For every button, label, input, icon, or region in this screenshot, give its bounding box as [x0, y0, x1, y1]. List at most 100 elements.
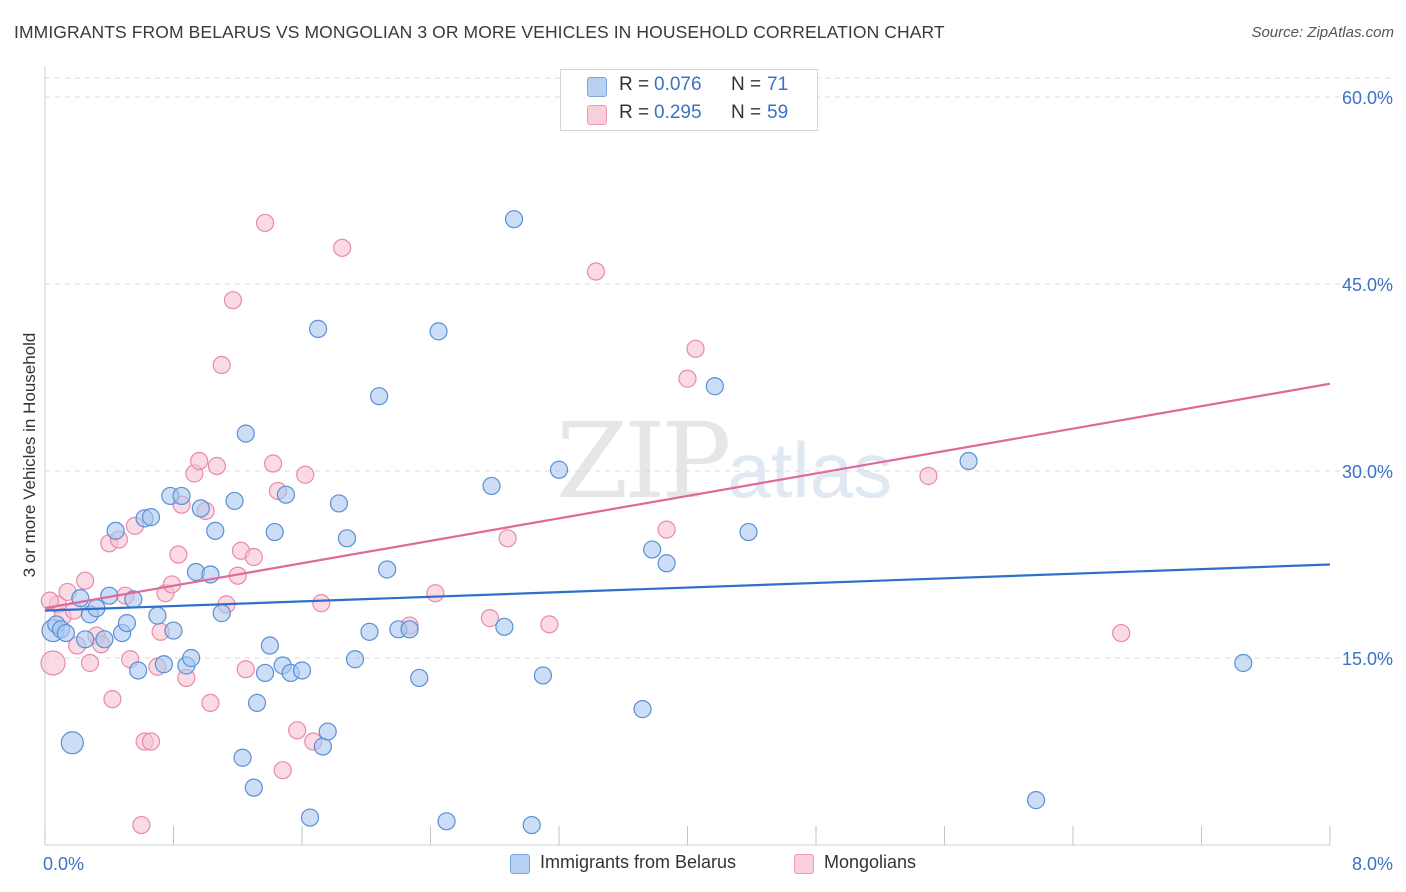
belarus-point — [522, 815, 541, 835]
legend-r-value-mongolians: 0.295 — [654, 102, 702, 123]
belarus-point — [247, 693, 267, 712]
mongolians-point — [103, 690, 122, 709]
belarus-point — [400, 620, 419, 639]
mongolians-point — [498, 529, 517, 548]
mongolians-point — [586, 262, 606, 281]
belarus-point — [148, 606, 167, 625]
belarus-point — [410, 668, 429, 688]
belarus-point — [360, 622, 379, 641]
mongolians-point — [212, 355, 231, 375]
belarus-point — [318, 722, 337, 741]
y-axis-label: 3 or more Vehicles in Household — [20, 333, 39, 578]
mongolians-point — [1112, 623, 1131, 643]
legend-n-value-mongolians: 59 — [767, 102, 789, 123]
trend-lines — [44, 382, 1331, 612]
belarus-point — [265, 522, 284, 542]
bottom-legend-label-mongolians: Mongolians — [824, 852, 917, 872]
mongolians-points — [40, 213, 1131, 835]
chart-title: IMMIGRANTS FROM BELARUS VS MONGOLIAN 3 O… — [14, 22, 945, 42]
belarus-point — [549, 460, 569, 479]
y-tick-label: 15.0% — [1342, 649, 1393, 669]
belarus-point — [95, 630, 114, 649]
mongolians-point — [40, 650, 66, 676]
mongolians-point — [657, 520, 676, 539]
belarus-point — [260, 636, 279, 655]
mongolians-point — [132, 815, 151, 835]
belarus-point — [429, 322, 448, 341]
bottom-swatch-belarus — [510, 854, 530, 874]
mongolians-point — [255, 213, 275, 233]
belarus-point — [739, 522, 758, 542]
belarus-point — [212, 604, 231, 623]
belarus-point — [292, 661, 312, 680]
belarus-point — [345, 650, 365, 669]
axes — [44, 66, 1331, 846]
belarus-point — [504, 210, 524, 229]
belarus-point — [1234, 653, 1253, 673]
mongolians-point — [273, 761, 292, 780]
belarus-point — [164, 621, 183, 640]
belarus-point — [141, 508, 161, 527]
gridlines — [45, 77, 1392, 659]
bottom-legend-label-belarus: Immigrants from Belarus — [540, 852, 737, 872]
x-tick-label: 0.0% — [43, 854, 84, 874]
belarus-point — [255, 663, 275, 683]
belarus-point — [106, 521, 125, 540]
belarus-point — [633, 700, 652, 719]
mongolians-point — [223, 291, 243, 310]
legend-r-value-belarus: 0.076 — [654, 74, 702, 95]
mongolians-point — [312, 594, 331, 613]
source-credit: Source: ZipAtlas.com — [1251, 24, 1394, 41]
watermark-atlas: atlas — [727, 426, 893, 514]
mongolians-point — [40, 591, 59, 610]
mongolians-point — [333, 238, 352, 257]
belarus-point — [117, 613, 137, 633]
belarus-point — [225, 491, 244, 511]
belarus-point — [76, 630, 95, 649]
tick-labels: 15.0% 30.0% 45.0% 60.0% 0.0% 8.0% — [43, 88, 1393, 874]
belarus-point — [308, 319, 328, 338]
legend-n-label: N = — [731, 102, 762, 123]
belarus-point — [236, 424, 255, 443]
watermark-zip: ZIP — [556, 400, 731, 522]
mongolians-point — [244, 547, 263, 567]
belarus-point — [370, 387, 389, 406]
mongolians-point — [207, 456, 226, 476]
mongolians-point — [686, 339, 705, 358]
belarus-point — [643, 540, 662, 559]
mongolians-point — [169, 545, 188, 564]
belarus-point — [56, 623, 75, 643]
legend-n-label: N = — [731, 74, 762, 95]
belarus-point — [244, 778, 263, 797]
belarus-point — [191, 499, 210, 518]
belarus-point — [705, 377, 724, 396]
belarus-point — [154, 655, 173, 674]
bottom-swatch-mongolians — [794, 854, 814, 874]
belarus-point — [182, 648, 201, 668]
legend-swatch-mongolians — [587, 105, 607, 125]
mongolians-point — [288, 721, 307, 740]
x-tick-label: 8.0% — [1352, 854, 1393, 874]
mongolians-point — [426, 584, 445, 603]
belarus-point — [657, 554, 676, 573]
watermark: ZIPatlas — [556, 400, 892, 522]
belarus-point — [1026, 791, 1046, 810]
y-tick-label: 45.0% — [1342, 275, 1393, 295]
mongolians-trend-line — [44, 382, 1331, 610]
mongolians-point — [190, 451, 209, 471]
belarus-point — [959, 451, 978, 471]
mongolians-point — [141, 732, 161, 751]
mongolians-point — [201, 693, 220, 712]
belarus-point — [495, 617, 514, 636]
mongolians-point — [480, 609, 500, 628]
correlation-legend: R = 0.076 N = 71 R = 0.295 N = 59 — [560, 69, 818, 131]
belarus-point — [206, 521, 225, 540]
belarus-point — [482, 476, 501, 496]
belarus-point — [337, 529, 357, 548]
y-tick-label: 60.0% — [1342, 88, 1393, 108]
mongolians-point — [80, 653, 100, 673]
legend-swatch-belarus — [587, 77, 607, 97]
belarus-trend-line — [44, 563, 1331, 612]
mongolians-point — [76, 571, 95, 590]
mongolians-point — [296, 465, 315, 484]
